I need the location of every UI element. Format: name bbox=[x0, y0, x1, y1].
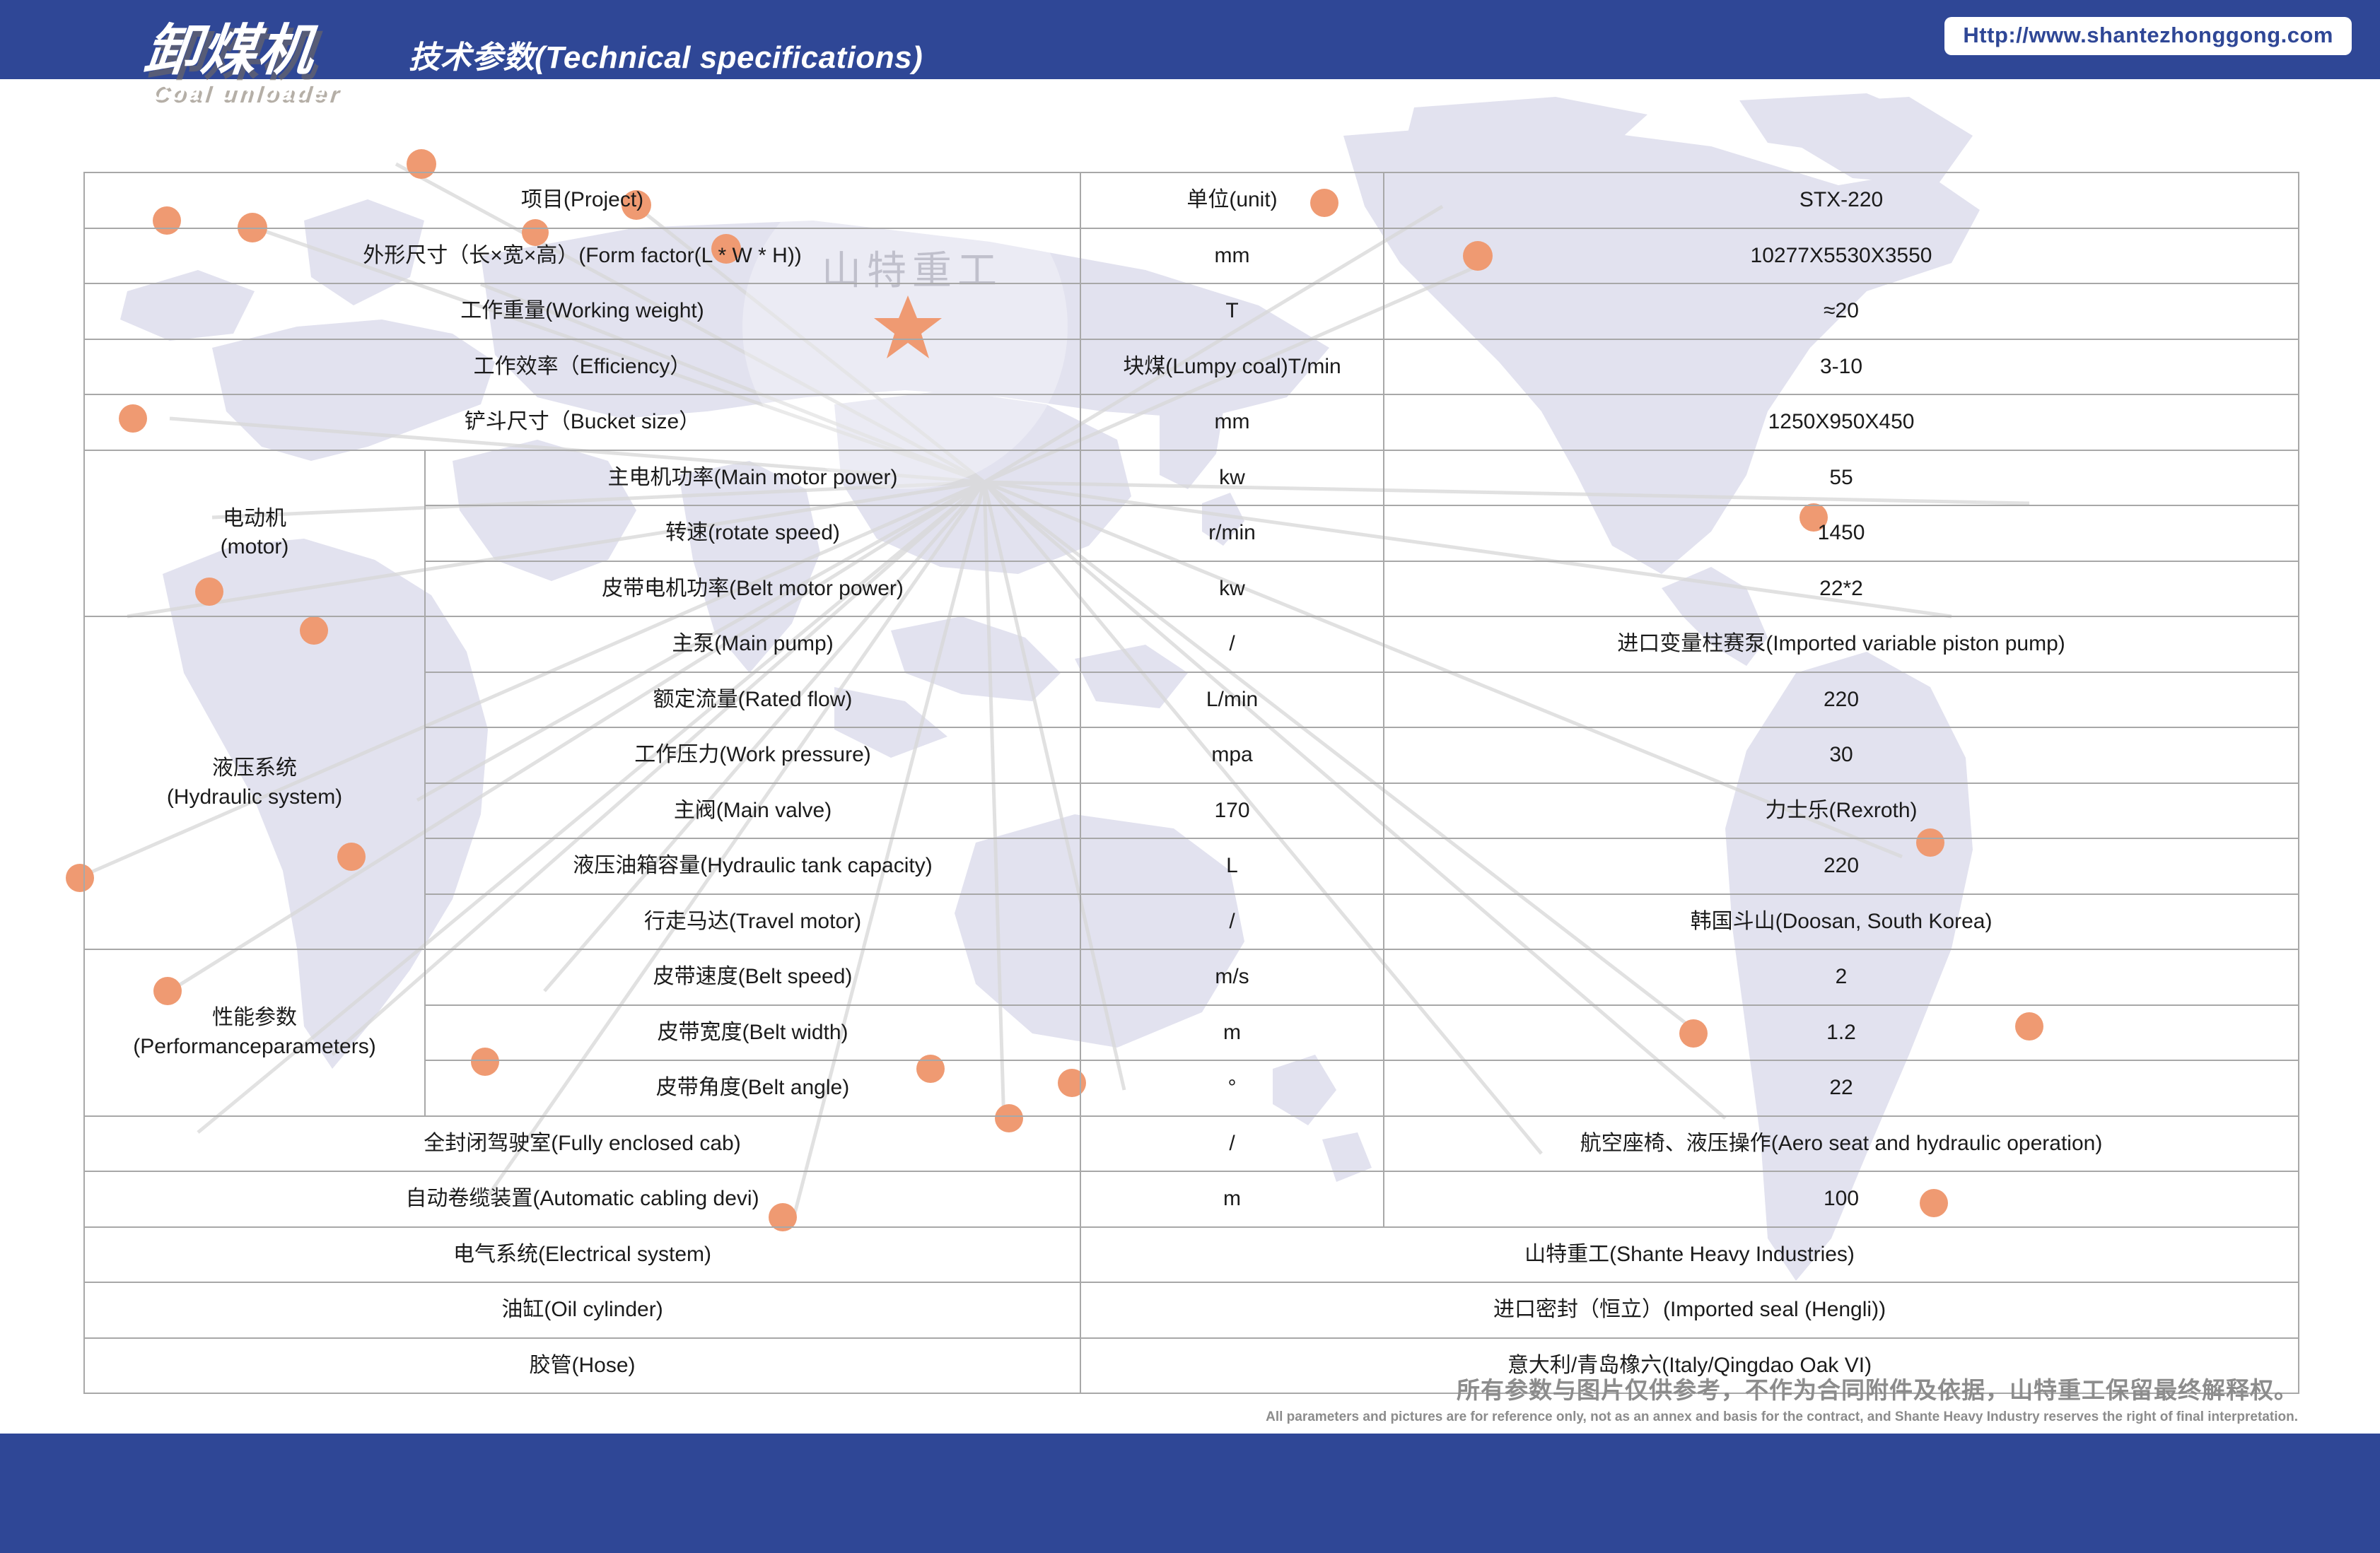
row-unit: kw bbox=[1080, 449, 1385, 506]
row-label: 主阀(Main valve) bbox=[424, 782, 1082, 839]
row-label: 皮带速度(Belt speed) bbox=[424, 949, 1082, 1006]
row-label: 全封闭驾驶室(Fully enclosed cab) bbox=[83, 1115, 1082, 1172]
row-label: 油缸(Oil cylinder) bbox=[83, 1282, 1082, 1339]
row-unit: ° bbox=[1080, 1060, 1385, 1117]
column-header-unit: 单位(unit) bbox=[1080, 172, 1385, 229]
row-value: 10277X5530X3550 bbox=[1383, 227, 2300, 284]
row-unit: mm bbox=[1080, 227, 1385, 284]
row-unit: m bbox=[1080, 1004, 1385, 1061]
row-label: 主泵(Main pump) bbox=[424, 616, 1082, 673]
row-unit: T bbox=[1080, 283, 1385, 340]
table-row: 转速(rotate speed) r/min 1450 bbox=[84, 505, 2300, 562]
table-row: 自动卷缆装置(Automatic cabling devi) m 100 bbox=[83, 1171, 2300, 1228]
row-value: 山特重工(Shante Heavy Industries) bbox=[1080, 1226, 2300, 1283]
row-value: 220 bbox=[1383, 671, 2300, 728]
page-title: 技术参数(Technical specifications) bbox=[409, 40, 923, 75]
table-row: 皮带角度(Belt angle) ° 22 bbox=[84, 1060, 2300, 1117]
row-label: 皮带角度(Belt angle) bbox=[424, 1060, 1082, 1117]
logo-chinese: 卸煤机 bbox=[141, 19, 318, 81]
row-label: 自动卷缆装置(Automatic cabling devi) bbox=[83, 1171, 1082, 1228]
row-label: 工作压力(Work pressure) bbox=[424, 727, 1082, 784]
table-row: 全封闭驾驶室(Fully enclosed cab) / 航空座椅、液压操作(A… bbox=[83, 1115, 2300, 1172]
disclaimer-chinese: 所有参数与图片仅供参考，不作为合同附件及依据，山特重工保留最终解释权。 bbox=[1457, 1377, 2298, 1403]
row-value: 100 bbox=[1383, 1171, 2300, 1228]
table-row: 铲斗尺寸（Bucket size） mm 1250X950X450 bbox=[83, 394, 2300, 451]
row-unit: 块煤(Lumpy coal)T/min bbox=[1080, 338, 1385, 395]
disclaimer-english: All parameters and pictures are for refe… bbox=[1266, 1410, 2298, 1424]
row-label: 皮带宽度(Belt width) bbox=[424, 1004, 1082, 1061]
table-row: 主阀(Main valve) 170 力士乐(Rexroth) bbox=[84, 782, 2300, 839]
table-row: 性能参数 (Performanceparameters) 皮带速度(Belt sp… bbox=[83, 949, 2300, 1117]
row-value: 韩国斗山(Doosan, South Korea) bbox=[1383, 893, 2300, 950]
row-value: 1250X950X450 bbox=[1383, 394, 2300, 451]
row-unit: r/min bbox=[1080, 505, 1385, 562]
table-row: 液压油箱容量(Hydraulic tank capacity) L 220 bbox=[84, 838, 2300, 895]
row-unit: m/s bbox=[1080, 949, 1385, 1006]
row-value: 意大利/青岛橡六(Italy/Qingdao Oak VI) bbox=[1080, 1337, 2300, 1394]
table-row: 外形尺寸（长×宽×高）(Form factor(L * W * H)) mm 1… bbox=[83, 227, 2300, 284]
table-row: 额定流量(Rated flow) L/min 220 bbox=[84, 671, 2300, 728]
row-label: 液压油箱容量(Hydraulic tank capacity) bbox=[424, 838, 1082, 895]
row-value: 1450 bbox=[1383, 505, 2300, 562]
row-value: 进口变量柱赛泵(Imported variable piston pump) bbox=[1383, 616, 2300, 673]
row-label: 行走马达(Travel motor) bbox=[424, 893, 1082, 950]
table-row: 电动机 (motor) 主电机功率(Main motor power) kw 55 bbox=[83, 449, 2300, 617]
row-label: 胶管(Hose) bbox=[83, 1337, 1082, 1394]
row-unit: mm bbox=[1080, 394, 1385, 451]
row-label: 皮带电机功率(Belt motor power) bbox=[424, 560, 1082, 617]
row-value: 220 bbox=[1383, 838, 2300, 895]
row-unit: / bbox=[1080, 1115, 1385, 1172]
column-header-model: STX-220 bbox=[1383, 172, 2300, 229]
row-label: 主电机功率(Main motor power) bbox=[424, 449, 1082, 506]
table-row: 液压系统 (Hydraulic system) 主泵(Main pump) / 进… bbox=[83, 616, 2300, 950]
row-unit: / bbox=[1080, 893, 1385, 950]
row-value: 55 bbox=[1383, 449, 2300, 506]
row-value: 航空座椅、液压操作(Aero seat and hydraulic operat… bbox=[1383, 1115, 2300, 1172]
row-value: ≈20 bbox=[1383, 283, 2300, 340]
table-header-row: 项目(Project) 单位(unit) STX-220 bbox=[83, 172, 2300, 229]
row-label: 工作效率（Efficiency） bbox=[83, 338, 1082, 395]
row-label: 外形尺寸（长×宽×高）(Form factor(L * W * H)) bbox=[83, 227, 1082, 284]
column-header-project: 项目(Project) bbox=[83, 172, 1082, 229]
row-label: 转速(rotate speed) bbox=[424, 505, 1082, 562]
table-row: 工作效率（Efficiency） 块煤(Lumpy coal)T/min 3-1… bbox=[83, 338, 2300, 395]
row-value: 2 bbox=[1383, 949, 2300, 1006]
table-row: 行走马达(Travel motor) / 韩国斗山(Doosan, South … bbox=[84, 893, 2300, 950]
footer-bar bbox=[0, 1434, 2380, 1553]
row-unit: m bbox=[1080, 1171, 1385, 1228]
row-label: 额定流量(Rated flow) bbox=[424, 671, 1082, 728]
row-unit: kw bbox=[1080, 560, 1385, 617]
row-value: 3-10 bbox=[1383, 338, 2300, 395]
table-row: 皮带电机功率(Belt motor power) kw 22*2 bbox=[84, 560, 2300, 617]
group-label-hydraulic-system: 液压系统 (Hydraulic system) bbox=[83, 616, 426, 950]
logo-english: Coal unloader bbox=[151, 79, 342, 105]
row-label: 工作重量(Working weight) bbox=[83, 283, 1082, 340]
table-row: 工作重量(Working weight) T ≈20 bbox=[83, 283, 2300, 340]
row-unit: / bbox=[1080, 616, 1385, 673]
group-label-motor: 电动机 (motor) bbox=[83, 449, 426, 617]
row-value: 22*2 bbox=[1383, 560, 2300, 617]
table-row: 胶管(Hose) 意大利/青岛橡六(Italy/Qingdao Oak VI) bbox=[83, 1337, 2300, 1394]
group-label-performance-parameters: 性能参数 (Performanceparameters) bbox=[83, 949, 426, 1117]
table-row: 工作压力(Work pressure) mpa 30 bbox=[84, 727, 2300, 784]
row-value: 力士乐(Rexroth) bbox=[1383, 782, 2300, 839]
table-row: 电气系统(Electrical system) 山特重工(Shante Heav… bbox=[83, 1226, 2300, 1283]
row-unit: L bbox=[1080, 838, 1385, 895]
row-unit: mpa bbox=[1080, 727, 1385, 784]
table-row: 皮带宽度(Belt width) m 1.2 bbox=[84, 1004, 2300, 1061]
row-value: 30 bbox=[1383, 727, 2300, 784]
row-value: 进口密封（恒立）(Imported seal (Hengli)) bbox=[1080, 1282, 2300, 1339]
table-row: 油缸(Oil cylinder) 进口密封（恒立）(Imported seal … bbox=[83, 1282, 2300, 1339]
brand-logo: 卸煤机 Coal unloader bbox=[141, 19, 342, 105]
website-url-badge[interactable]: Http://www.shantezhonggong.com bbox=[1944, 17, 2352, 55]
row-label: 铲斗尺寸（Bucket size） bbox=[83, 394, 1082, 451]
row-unit: L/min bbox=[1080, 671, 1385, 728]
row-unit: 170 bbox=[1080, 782, 1385, 839]
row-value: 22 bbox=[1383, 1060, 2300, 1117]
row-label: 电气系统(Electrical system) bbox=[83, 1226, 1082, 1283]
row-value: 1.2 bbox=[1383, 1004, 2300, 1061]
specifications-table: 项目(Project) 单位(unit) STX-220 外形尺寸（长×宽×高）… bbox=[83, 172, 2300, 1394]
disclaimer-note: 所有参数与图片仅供参考，不作为合同附件及依据，山特重工保留最终解释权。 All … bbox=[1266, 1371, 2298, 1425]
